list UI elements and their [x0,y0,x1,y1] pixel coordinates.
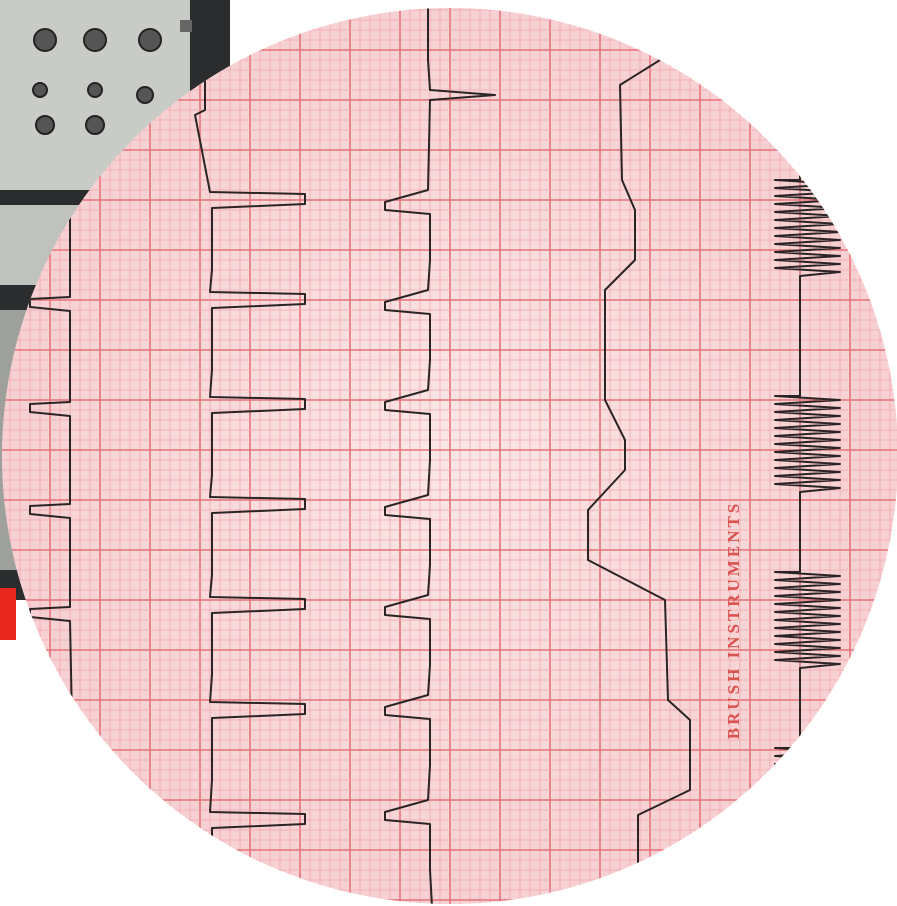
trace [29,8,73,721]
trace [587,59,691,904]
pen-traces [29,8,841,904]
paper-brand: BRUSH INSTRUMENTS [724,501,743,740]
red-tag [0,588,16,640]
trace [194,8,306,904]
trace [384,8,496,904]
